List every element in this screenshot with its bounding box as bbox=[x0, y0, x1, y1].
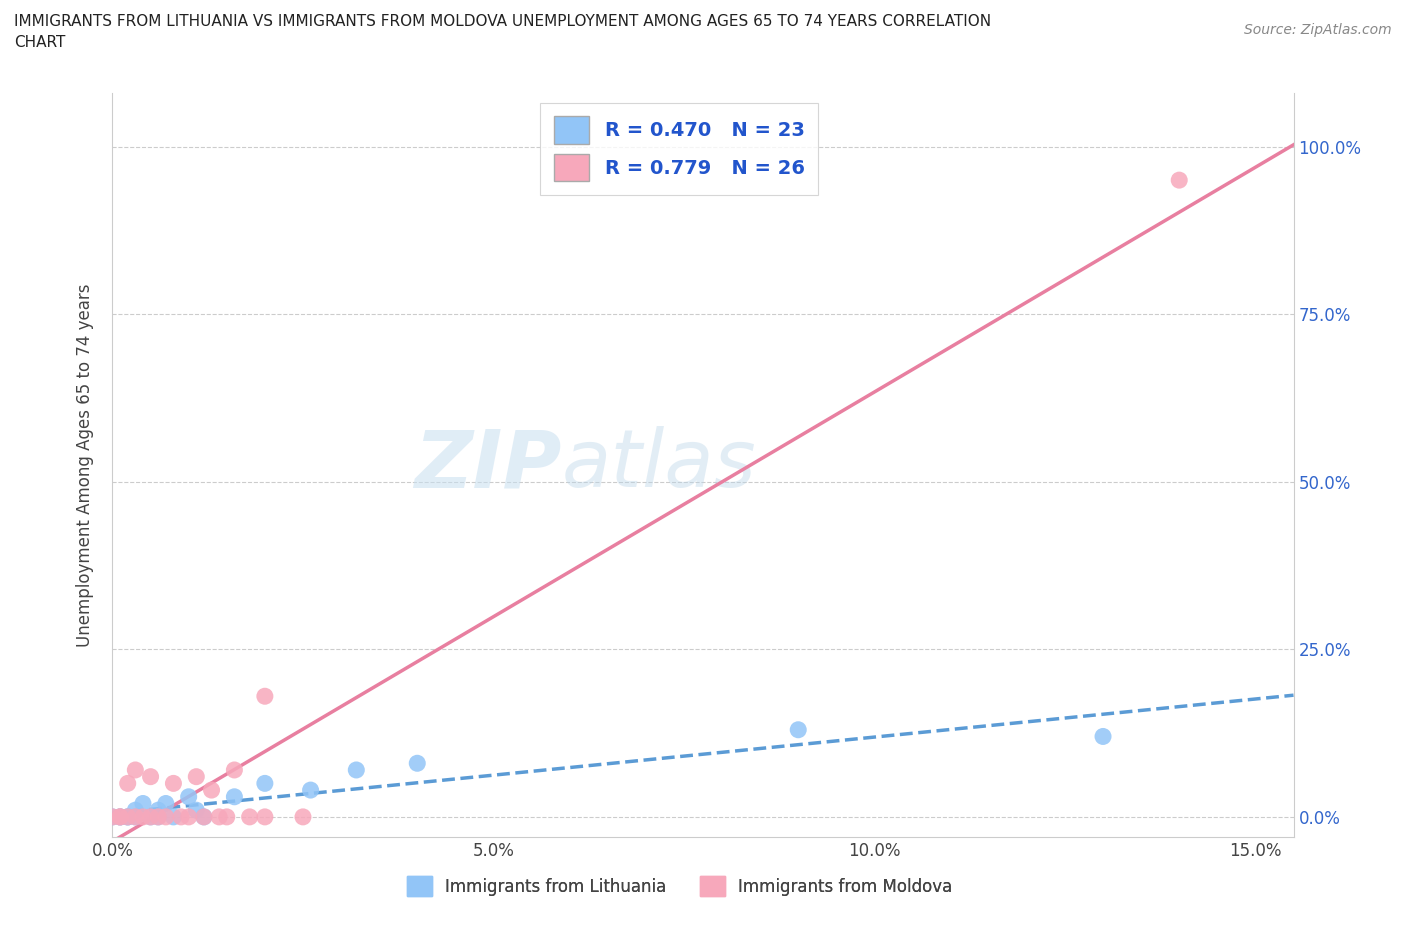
Point bbox=[124, 763, 146, 777]
Point bbox=[177, 790, 200, 804]
Text: Source: ZipAtlas.com: Source: ZipAtlas.com bbox=[1244, 23, 1392, 37]
Point bbox=[291, 809, 314, 824]
Point bbox=[117, 809, 139, 824]
Point bbox=[787, 723, 810, 737]
Point bbox=[224, 790, 246, 804]
Point bbox=[108, 809, 131, 824]
Point bbox=[117, 776, 139, 790]
Point bbox=[148, 809, 170, 824]
Point bbox=[124, 809, 146, 824]
Point bbox=[208, 809, 231, 824]
Point bbox=[253, 809, 276, 824]
Point bbox=[162, 809, 184, 824]
Point bbox=[215, 809, 238, 824]
Point bbox=[162, 776, 184, 790]
Point bbox=[1168, 173, 1191, 188]
Point bbox=[101, 809, 124, 824]
Point bbox=[117, 809, 139, 824]
Point bbox=[148, 803, 170, 817]
Point bbox=[155, 796, 177, 811]
Point bbox=[124, 809, 146, 824]
Point bbox=[177, 809, 200, 824]
Point bbox=[299, 783, 322, 798]
Point bbox=[101, 809, 124, 824]
Point bbox=[193, 809, 215, 824]
Text: ZIP: ZIP bbox=[413, 426, 561, 504]
Legend: Immigrants from Lithuania, Immigrants from Moldova: Immigrants from Lithuania, Immigrants fr… bbox=[399, 870, 959, 903]
Point bbox=[253, 689, 276, 704]
Y-axis label: Unemployment Among Ages 65 to 74 years: Unemployment Among Ages 65 to 74 years bbox=[76, 284, 94, 646]
Text: CHART: CHART bbox=[14, 35, 66, 50]
Point bbox=[124, 803, 146, 817]
Point bbox=[108, 809, 131, 824]
Point bbox=[1092, 729, 1115, 744]
Point bbox=[253, 776, 276, 790]
Point bbox=[239, 809, 262, 824]
Point bbox=[406, 756, 429, 771]
Point bbox=[132, 796, 155, 811]
Point bbox=[108, 809, 131, 824]
Point bbox=[108, 809, 131, 824]
Point bbox=[132, 809, 155, 824]
Text: IMMIGRANTS FROM LITHUANIA VS IMMIGRANTS FROM MOLDOVA UNEMPLOYMENT AMONG AGES 65 : IMMIGRANTS FROM LITHUANIA VS IMMIGRANTS … bbox=[14, 14, 991, 29]
Point bbox=[170, 809, 193, 824]
Point bbox=[117, 809, 139, 824]
Point bbox=[200, 783, 222, 798]
Point bbox=[186, 803, 208, 817]
Point bbox=[344, 763, 367, 777]
Point bbox=[148, 809, 170, 824]
Point bbox=[139, 809, 162, 824]
Point bbox=[139, 809, 162, 824]
Point bbox=[155, 809, 177, 824]
Point bbox=[186, 769, 208, 784]
Point bbox=[193, 809, 215, 824]
Point bbox=[224, 763, 246, 777]
Text: atlas: atlas bbox=[561, 426, 756, 504]
Point bbox=[139, 769, 162, 784]
